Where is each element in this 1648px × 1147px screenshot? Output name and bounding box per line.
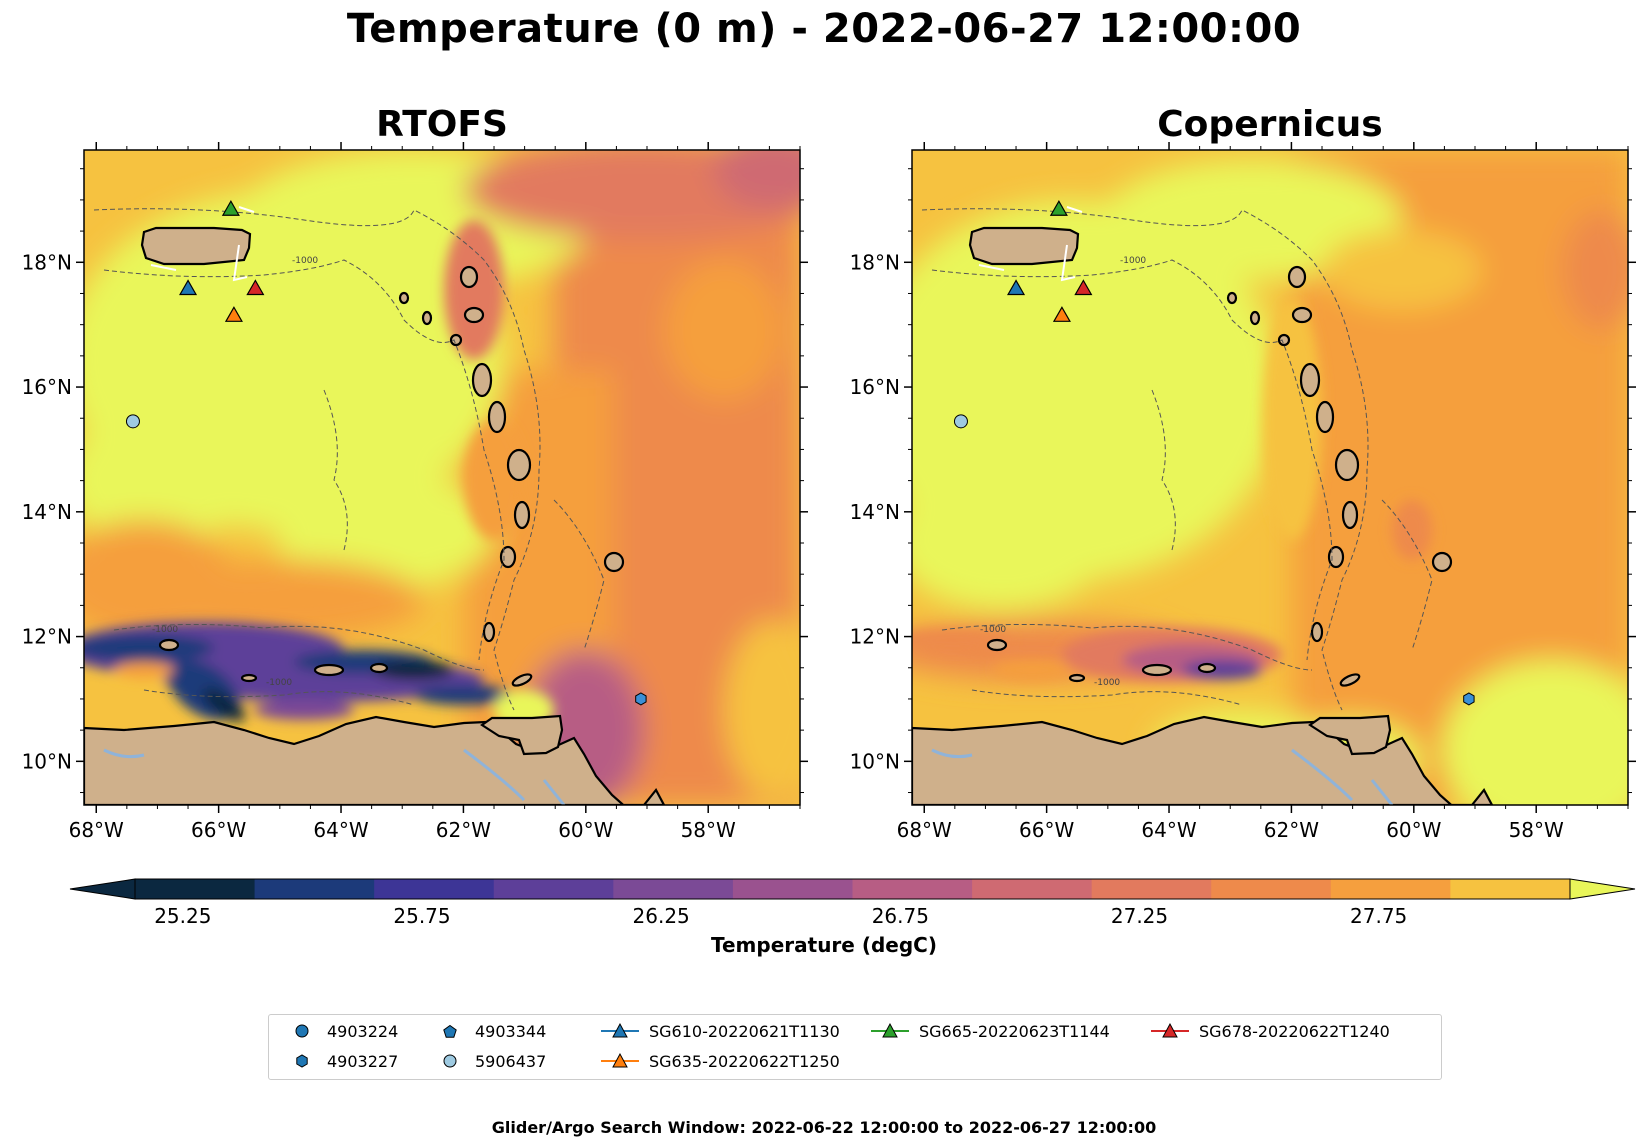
legend: 4903224 4903227 4903344 5906437 SG610-202206… (268, 1014, 1442, 1080)
lat-tick-label: 14°N (22, 500, 72, 524)
colorbar (69, 878, 1636, 900)
legend-item: 4903344 (439, 1019, 546, 1043)
colorbar-tick-label: 25.25 (154, 904, 212, 928)
legend-item: 4903224 (291, 1019, 398, 1043)
legend-label: SG678-20220622T1240 (1199, 1021, 1390, 1041)
legend-label: 4903224 (327, 1021, 399, 1041)
lat-tick-label: 16°N (22, 375, 72, 399)
triangle-line-icon (871, 1022, 909, 1038)
axes-rtofs: 68°W 66°W 64°W 62°W 60°W 58°W 10°N 12°N 14°N 16°N… (22, 142, 808, 842)
lon-tick-label: 60°W (558, 818, 613, 842)
lat-tick-label: 10°N (850, 749, 900, 773)
axes-copernicus: 68°W 66°W 64°W 62°W 60°W 58°W 10°N 12°N 14°N 16°N… (850, 142, 1636, 842)
lon-tick-label: 58°W (681, 818, 736, 842)
colorbar-segment (1091, 879, 1212, 899)
colorbar-tick-label: 25.75 (393, 904, 451, 928)
colorbar-tick-label: 27.25 (1110, 904, 1169, 928)
colorbar-tick-label: 26.75 (871, 904, 929, 928)
legend-label: 5906437 (475, 1051, 547, 1071)
marker-SG665-20220623T1144 (1049, 200, 1068, 216)
contour-label: -1000 (980, 625, 1006, 635)
search-window-note: Glider/Argo Search Window: 2022-06-22 12… (491, 1118, 1157, 1137)
lon-tick-label: 68°W (897, 818, 952, 842)
lat-tick-label: 14°N (850, 500, 900, 524)
marker-5906437 (125, 414, 140, 429)
triangle-line-icon (601, 1022, 639, 1038)
markers-rtofs (125, 200, 647, 706)
colorbar-label: Temperature (degC) (711, 933, 937, 957)
marker-5906437 (953, 414, 968, 429)
colorbar-segment (972, 879, 1093, 899)
colorbar-segment (374, 879, 495, 899)
colorbar-segment (135, 879, 256, 899)
legend-item: SG635-20220622T1250 (599, 1049, 840, 1073)
lat-tick-label: 10°N (22, 749, 72, 773)
contour-label: -1000 (266, 678, 292, 688)
circle-icon (443, 1054, 457, 1068)
colorbar-extend-high (1569, 878, 1636, 900)
colorbar-segment (732, 879, 854, 899)
lon-tick-label: 58°W (1509, 818, 1564, 842)
marker-SG635-20220622T1250 (1052, 306, 1071, 322)
panel-title-copernicus: Copernicus (1157, 104, 1383, 145)
colorbar-segment (493, 879, 614, 899)
lat-tick-label: 12°N (850, 625, 900, 649)
colorbar-tick-label: 26.25 (632, 904, 690, 928)
lat-tick-label: 12°N (22, 625, 72, 649)
circle-icon (295, 1024, 309, 1038)
pentagon-icon (443, 1024, 457, 1038)
marker-SG678-20220622T1240 (1074, 279, 1093, 296)
legend-label: 4903227 (327, 1051, 399, 1071)
marker-SG665-20220623T1144 (221, 200, 240, 216)
marker-4903227 (1463, 692, 1475, 706)
map-figure: -1000 -1000 -1000 (22, 142, 1636, 842)
colorbar-segment (254, 879, 375, 899)
marker-SG610-20220621T1130 (1007, 279, 1026, 296)
colorbar-extend-low (69, 878, 136, 900)
legend-item: SG678-20220622T1240 (1149, 1019, 1390, 1043)
figure-title: Temperature (0 m) - 2022-06-27 12:00:00 (346, 6, 1302, 52)
contour-label: -1000 (1094, 678, 1120, 688)
legend-item: 5906437 (439, 1049, 546, 1073)
panel-rtofs: -1000 -1000 -1000 (83, 149, 801, 806)
triangle-line-icon (1151, 1022, 1189, 1038)
triangle-line-icon (601, 1052, 639, 1068)
lon-tick-label: 64°W (313, 818, 368, 842)
lon-tick-label: 62°W (436, 818, 491, 842)
panel-title-rtofs: RTOFS (376, 104, 508, 145)
contour-label: -1000 (152, 625, 178, 635)
colorbar-segment (1330, 879, 1452, 899)
marker-SG678-20220622T1240 (246, 279, 265, 296)
legend-label: SG635-20220622T1250 (649, 1051, 840, 1071)
marker-SG610-20220621T1130 (179, 279, 198, 296)
lon-tick-label: 66°W (191, 818, 246, 842)
legend-label: SG610-20220621T1130 (649, 1021, 840, 1041)
lon-tick-label: 68°W (69, 818, 124, 842)
colorbar-tick-label: 27.75 (1350, 904, 1408, 928)
hexagon-icon (296, 1054, 308, 1068)
marker-SG635-20220622T1250 (224, 306, 243, 322)
marker-4903227 (635, 692, 647, 706)
lat-tick-label: 16°N (850, 375, 900, 399)
legend-label: 4903344 (475, 1021, 547, 1041)
markers-copernicus (953, 200, 1475, 706)
lon-tick-label: 64°W (1141, 818, 1196, 842)
legend-label: SG665-20220623T1144 (919, 1021, 1110, 1041)
legend-item: SG665-20220623T1144 (869, 1019, 1110, 1043)
contour-label: -1000 (292, 256, 318, 266)
lat-tick-label: 18°N (850, 250, 900, 274)
colorbar-segment (613, 879, 734, 899)
colorbar-segment (1450, 879, 1571, 899)
colorbar-segment (852, 879, 973, 899)
legend-item: 4903227 (291, 1049, 398, 1073)
lon-tick-label: 66°W (1019, 818, 1074, 842)
lon-tick-label: 62°W (1264, 818, 1319, 842)
lat-tick-label: 18°N (22, 250, 72, 274)
colorbar-segment (1211, 879, 1332, 899)
contour-label: -1000 (1120, 256, 1146, 266)
panel-copernicus: -1000 -1000 -1000 (911, 149, 1629, 806)
legend-item: SG610-20220621T1130 (599, 1019, 840, 1043)
lon-tick-label: 60°W (1386, 818, 1441, 842)
